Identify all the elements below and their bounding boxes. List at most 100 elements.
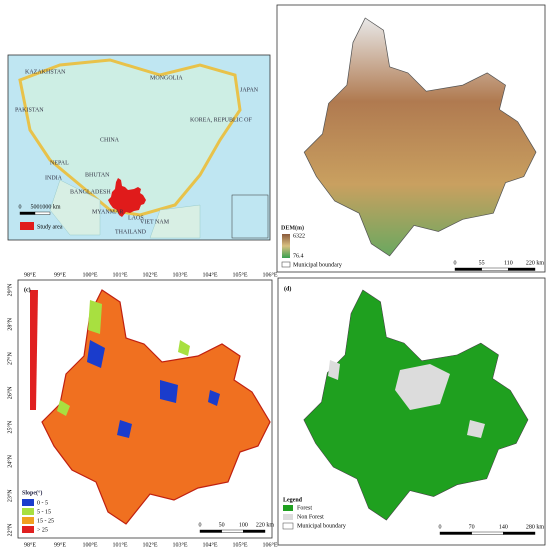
scale-segment (199, 529, 222, 533)
country-label: KOREA, REPUBLIC OF (190, 117, 253, 123)
lon-label: 99°E (54, 541, 66, 548)
scale-segment (503, 531, 536, 535)
scale-segment (221, 529, 244, 533)
dem-max: 6322 (293, 233, 305, 239)
country-label: BHUTAN (85, 172, 110, 178)
lon-label: 102°E (142, 541, 157, 548)
lat-label: 24°N (6, 454, 13, 467)
legend-swatch (283, 505, 293, 511)
panel-a: Study area MONGOLIA CHINA INDIA NEPAL BHUTAN… (7, 54, 271, 241)
scale-label: 220 km (526, 260, 545, 266)
lon-label: 106°E (262, 541, 277, 548)
panel-b: DEM(m) 6322 76.4 Municipal boundary (276, 4, 546, 273)
lon-label: 100°E (82, 541, 97, 548)
legend-label: > 25 (37, 527, 48, 533)
panel-d: (d) Legend Forest Non Forest Municipal bou… (277, 277, 546, 546)
scale-segment (19, 211, 36, 215)
lat-label: 28°N (6, 317, 13, 330)
country-label: BANGLADESH (70, 189, 111, 195)
scale-label: 0 (454, 260, 457, 266)
scale-label: 100 (239, 522, 248, 528)
panel-label: (c) (24, 286, 31, 293)
mid-slope (57, 300, 190, 416)
lat-label: 22°N (6, 523, 13, 536)
dem-min: 76.4 (293, 253, 304, 259)
boundary-label: Municipal boundary (293, 262, 342, 268)
slope-legend: 0 - 5 5 - 15 15 - 25 > 25 (22, 499, 54, 533)
scale-label: 0 (19, 204, 22, 210)
dem-ramp (282, 234, 290, 258)
boundary-swatch (281, 261, 291, 268)
scale-label: 55 (479, 260, 485, 266)
lon-label: 105°E (232, 271, 247, 278)
panel-c: (c) Slope(°) 0 - 5 5 - 15 15 - 25 > 25 98°E… (6, 271, 277, 548)
country-label: MONGOLIA (150, 75, 183, 81)
country-label: JAPAN (240, 87, 259, 93)
legend-label: Non Forest (297, 514, 324, 520)
lon-label: 103°E (172, 541, 187, 548)
scale-label: 50 (219, 522, 225, 528)
neighbour-land (49, 179, 201, 239)
lon-label: 103°E (172, 271, 187, 278)
scale-label: 140 (499, 524, 508, 530)
lon-label: 98°E (24, 541, 36, 548)
country-label: VIET NAM (140, 219, 170, 225)
lat-label: 25°N (6, 420, 13, 433)
low-slope (87, 340, 220, 438)
legend-label: 5 - 15 (37, 509, 51, 515)
legend-label: Municipal boundary (297, 523, 346, 529)
scale-label: 500 (31, 204, 40, 210)
inset (231, 194, 269, 239)
graticule-labels: 98°E 98°E 99°E 99°E 100°E 100°E 101°E 101°E 102°… (6, 271, 277, 548)
lon-label: 106°E (262, 271, 277, 278)
legend-label: 15 - 25 (37, 518, 54, 524)
scale-segment (454, 267, 482, 271)
scale-label: 110 (504, 260, 513, 266)
china-land (18, 58, 242, 217)
country-label: LAOS (128, 215, 144, 221)
country-label: NEPAL (50, 160, 69, 166)
scale-label: 220 km (256, 522, 275, 528)
country-label: KAZAKHSTAN (25, 69, 66, 75)
legend-label: Forest (297, 505, 312, 511)
legend-swatch (20, 222, 34, 230)
legend-title: Slope(°) (22, 489, 42, 496)
scale-label: 0 (439, 524, 442, 530)
scale-label: 280 km (526, 524, 545, 530)
legend-swatch (22, 526, 34, 533)
scale-segment (34, 211, 51, 215)
scale-segment (243, 529, 266, 533)
legend-swatch (22, 517, 34, 524)
lat-label: 29°N (6, 283, 13, 296)
lon-label: 105°E (232, 541, 247, 548)
legend-swatch (282, 522, 294, 530)
country-label: THAILAND (115, 229, 147, 235)
lon-label: 100°E (82, 271, 97, 278)
steep-slope (30, 290, 38, 410)
lat-label: 27°N (6, 352, 13, 365)
lon-label: 104°E (202, 271, 217, 278)
scale-label: 70 (469, 524, 475, 530)
lon-label: 101°E (112, 541, 127, 548)
non-forest-patch (328, 360, 485, 438)
lon-label: 99°E (54, 271, 66, 278)
lon-label: 101°E (112, 271, 127, 278)
country-labels: MONGOLIA CHINA INDIA NEPAL BHUTAN MYANMAR THAI… (15, 69, 259, 235)
legend-swatch (22, 508, 34, 515)
forest-legend: Forest Non Forest Municipal boundary (282, 505, 346, 530)
scale-label: 0 (199, 522, 202, 528)
country-label: CHINA (100, 137, 120, 143)
legend-swatch (283, 514, 293, 520)
panel-label: (d) (284, 285, 291, 292)
legend-title: Legend (283, 497, 303, 503)
lon-label: 104°E (202, 541, 217, 548)
lat-label: 26°N (6, 386, 13, 399)
legend-label: Study area (37, 224, 63, 230)
legend-swatch (22, 499, 34, 506)
lat-label: 23°N (6, 489, 13, 502)
legend-label: 0 - 5 (37, 500, 48, 506)
country-label: MYANMAR (92, 209, 123, 215)
legend-title: DEM(m) (281, 224, 304, 231)
country-label: INDIA (45, 175, 63, 181)
